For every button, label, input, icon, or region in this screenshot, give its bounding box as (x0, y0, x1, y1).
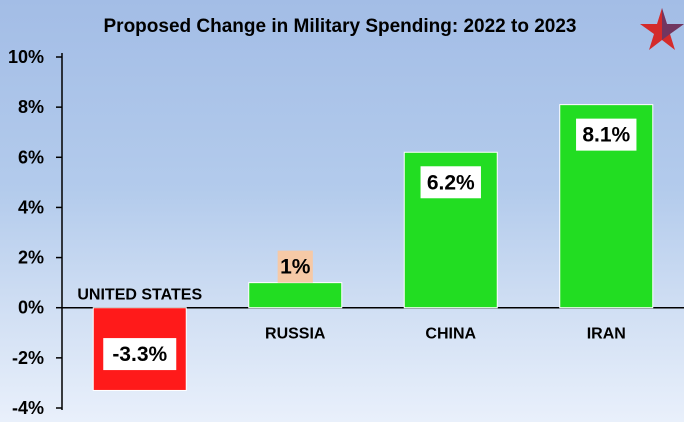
y-tick-label: 6% (18, 147, 44, 167)
y-tick-label: 8% (18, 97, 44, 117)
category-labels: UNITED STATES RUSSIA CHINA IRAN (77, 287, 625, 343)
category-label: RUSSIA (265, 326, 326, 343)
data-label: 1% (277, 250, 313, 283)
data-label-text: -3.3% (112, 343, 167, 366)
data-label-box (103, 338, 177, 371)
data-label-box (277, 250, 313, 283)
y-tick-label: -4% (12, 398, 44, 418)
chart-title: Proposed Change in Military Spending: 20… (104, 16, 577, 37)
data-label-box (420, 166, 481, 199)
data-label-box (576, 118, 637, 151)
data-label-text: 6.2% (427, 171, 475, 194)
category-label: IRAN (587, 326, 626, 343)
data-label-text: 1% (280, 256, 311, 279)
category-label: CHINA (425, 326, 476, 343)
data-label: 6.2% (420, 166, 481, 199)
y-tick-label: 2% (18, 248, 44, 268)
y-tick-label: 0% (18, 298, 44, 318)
y-tick-label: 10% (8, 47, 44, 67)
data-label: 8.1% (576, 118, 637, 151)
data-labels: -3.3% 1% 6.2% 8.1% (103, 118, 637, 371)
data-label: -3.3% (103, 338, 177, 371)
y-tick-label: -2% (12, 348, 44, 368)
y-tick-label: 4% (18, 197, 44, 217)
data-label-text: 8.1% (582, 124, 630, 147)
bar (248, 282, 343, 309)
star-icon (640, 8, 684, 50)
category-label: UNITED STATES (77, 287, 202, 304)
bars (92, 104, 654, 391)
